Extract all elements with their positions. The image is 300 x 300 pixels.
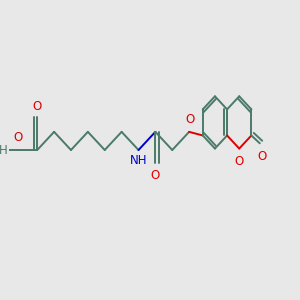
Text: O: O xyxy=(151,169,160,182)
Text: O: O xyxy=(33,100,42,113)
Text: O: O xyxy=(13,131,22,144)
Text: NH: NH xyxy=(130,154,147,167)
Text: H: H xyxy=(0,143,8,157)
Text: O: O xyxy=(257,149,266,163)
Text: O: O xyxy=(235,155,244,168)
Text: O: O xyxy=(185,113,195,126)
